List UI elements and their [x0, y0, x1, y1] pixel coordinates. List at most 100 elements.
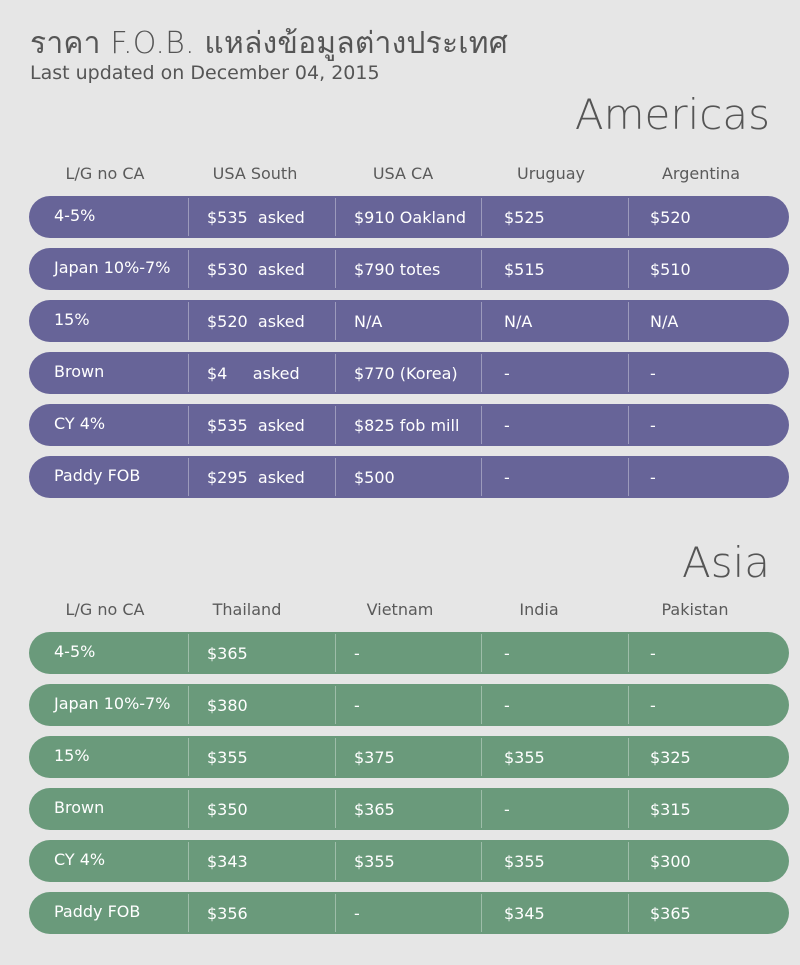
table-row: CY 4% $535 asked $825 fob mill - -	[29, 404, 789, 446]
row-label: CY 4%	[54, 414, 106, 433]
column-divider	[481, 790, 482, 828]
row-label: Japan 10%-7%	[54, 258, 171, 277]
table-cell: $4 asked	[207, 364, 300, 383]
row-label: Paddy FOB	[54, 902, 141, 921]
column-divider	[188, 302, 189, 340]
column-header: Vietnam	[366, 600, 434, 619]
table-cell: N/A	[504, 312, 533, 331]
table-cell: -	[354, 644, 360, 663]
table-cell: $355	[354, 852, 395, 871]
region-title-asia: Asia	[681, 538, 770, 587]
column-header: USA South	[212, 164, 298, 183]
table-cell: $356	[207, 904, 248, 923]
column-divider	[628, 302, 629, 340]
column-divider	[481, 842, 482, 880]
table-row: 15% $520 asked N/A N/A N/A	[29, 300, 789, 342]
table-cell: $910 Oakland	[354, 208, 467, 227]
table-row: CY 4% $343 $355 $355 $300	[29, 840, 789, 882]
table-cell: $355	[504, 852, 545, 871]
column-divider	[628, 458, 629, 496]
table-cell: $535 asked	[207, 416, 305, 435]
price-table-americas: L/G no CA USA South USA CA Uruguay Argentina…	[29, 160, 789, 508]
column-divider	[628, 686, 629, 724]
column-divider	[335, 842, 336, 880]
table-header: L/G no CA USA South USA CA Uruguay Argentina	[29, 160, 789, 196]
column-divider	[335, 738, 336, 776]
column-divider	[481, 634, 482, 672]
column-divider	[628, 634, 629, 672]
table-cell: -	[504, 416, 510, 435]
table-cell: $825 fob mill	[354, 416, 460, 435]
column-divider	[628, 250, 629, 288]
table-cell: $343	[207, 852, 248, 871]
column-divider	[628, 842, 629, 880]
table-cell: $520 asked	[207, 312, 305, 331]
column-header: Pakistan	[661, 600, 729, 619]
column-header: Argentina	[661, 164, 741, 183]
table-row: 15% $355 $375 $355 $325	[29, 736, 789, 778]
table-cell: $380	[207, 696, 248, 715]
column-divider	[481, 250, 482, 288]
table-cell: $350	[207, 800, 248, 819]
table-cell: -	[650, 696, 656, 715]
table-cell: $510	[650, 260, 691, 279]
table-cell: $365	[650, 904, 691, 923]
row-label: Japan 10%-7%	[54, 694, 171, 713]
table-cell: $315	[650, 800, 691, 819]
column-divider	[481, 458, 482, 496]
table-cell: $500	[354, 468, 395, 487]
table-cell: $525	[504, 208, 545, 227]
column-divider	[481, 686, 482, 724]
table-cell: $535 asked	[207, 208, 305, 227]
table-cell: -	[650, 364, 656, 383]
column-header: L/G no CA	[65, 164, 145, 183]
table-cell: -	[650, 644, 656, 663]
column-header: L/G no CA	[65, 600, 145, 619]
table-cell: -	[354, 904, 360, 923]
table-cell: $300	[650, 852, 691, 871]
column-divider	[628, 790, 629, 828]
column-divider	[481, 198, 482, 236]
table-cell: -	[504, 696, 510, 715]
table-row: Brown $350 $365 - $315	[29, 788, 789, 830]
row-label: 15%	[54, 746, 90, 765]
column-header: India	[519, 600, 559, 619]
row-label: 4-5%	[54, 206, 96, 225]
table-cell: N/A	[650, 312, 679, 331]
table-row: Paddy FOB $356 - $345 $365	[29, 892, 789, 934]
table-cell: $515	[504, 260, 545, 279]
column-divider	[335, 790, 336, 828]
column-divider	[335, 458, 336, 496]
table-row: Japan 10%-7% $380 - - -	[29, 684, 789, 726]
column-divider	[335, 894, 336, 932]
column-divider	[335, 302, 336, 340]
table-cell: -	[650, 416, 656, 435]
table-cell: $365	[207, 644, 248, 663]
column-divider	[628, 354, 629, 392]
row-label: Brown	[54, 798, 105, 817]
column-divider	[335, 686, 336, 724]
column-header: USA CA	[372, 164, 434, 183]
column-divider	[335, 634, 336, 672]
price-table-asia: L/G no CA Thailand Vietnam India Pakistan 4-5…	[29, 596, 789, 944]
row-label: Paddy FOB	[54, 466, 141, 485]
column-divider	[481, 406, 482, 444]
column-divider	[188, 406, 189, 444]
table-row: 4-5% $365 - - -	[29, 632, 789, 674]
table-row: 4-5% $535 asked $910 Oakland $525 $520	[29, 196, 789, 238]
column-divider	[188, 250, 189, 288]
table-cell: $520	[650, 208, 691, 227]
column-divider	[335, 406, 336, 444]
column-divider	[481, 302, 482, 340]
column-divider	[628, 738, 629, 776]
table-cell: $295 asked	[207, 468, 305, 487]
column-divider	[628, 894, 629, 932]
column-divider	[188, 634, 189, 672]
row-label: Brown	[54, 362, 105, 381]
table-cell: $345	[504, 904, 545, 923]
table-cell: $375	[354, 748, 395, 767]
table-cell: $365	[354, 800, 395, 819]
column-header: Uruguay	[517, 164, 585, 183]
column-divider	[628, 406, 629, 444]
row-label: 4-5%	[54, 642, 96, 661]
